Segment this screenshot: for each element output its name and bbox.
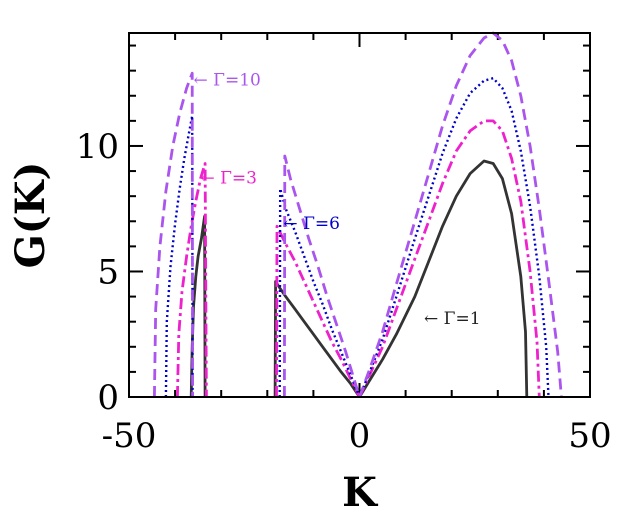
x-tick-label: -50 <box>102 416 157 456</box>
series-layer <box>153 31 563 398</box>
series-annotation: ← Γ=1 <box>424 309 481 329</box>
plot-frame <box>128 32 591 398</box>
series-annotation: ← Γ=10 <box>194 71 261 91</box>
series-line-gamma-3 <box>358 119 541 398</box>
series-gamma-10 <box>153 31 563 398</box>
series-gamma-1 <box>189 159 529 398</box>
series-line-gamma-10 <box>153 71 194 398</box>
y-tick-label: 5 <box>97 252 119 292</box>
series-line-gamma-1 <box>358 159 529 398</box>
series-line-gamma-1 <box>273 280 361 398</box>
y-axis-label: G(K) <box>7 162 54 269</box>
series-line-gamma-3 <box>275 224 361 398</box>
x-tick-label: 0 <box>349 416 371 456</box>
series-annotation: ← Γ=6 <box>283 214 340 234</box>
y-tick-label: 0 <box>97 378 119 418</box>
series-annotation: ← Γ=3 <box>200 169 257 189</box>
series-gamma-6 <box>164 77 550 398</box>
series-line-gamma-10 <box>283 154 361 398</box>
series-line-gamma-10 <box>358 31 563 398</box>
annotations: ← Γ=10 ← Γ=3 ← Γ=6 ← Γ=1 <box>194 71 481 329</box>
x-tick-label: 50 <box>568 416 611 456</box>
series-line-gamma-6 <box>278 187 361 398</box>
x-axis-label: K <box>342 469 378 516</box>
y-tick-label: 10 <box>76 127 119 167</box>
